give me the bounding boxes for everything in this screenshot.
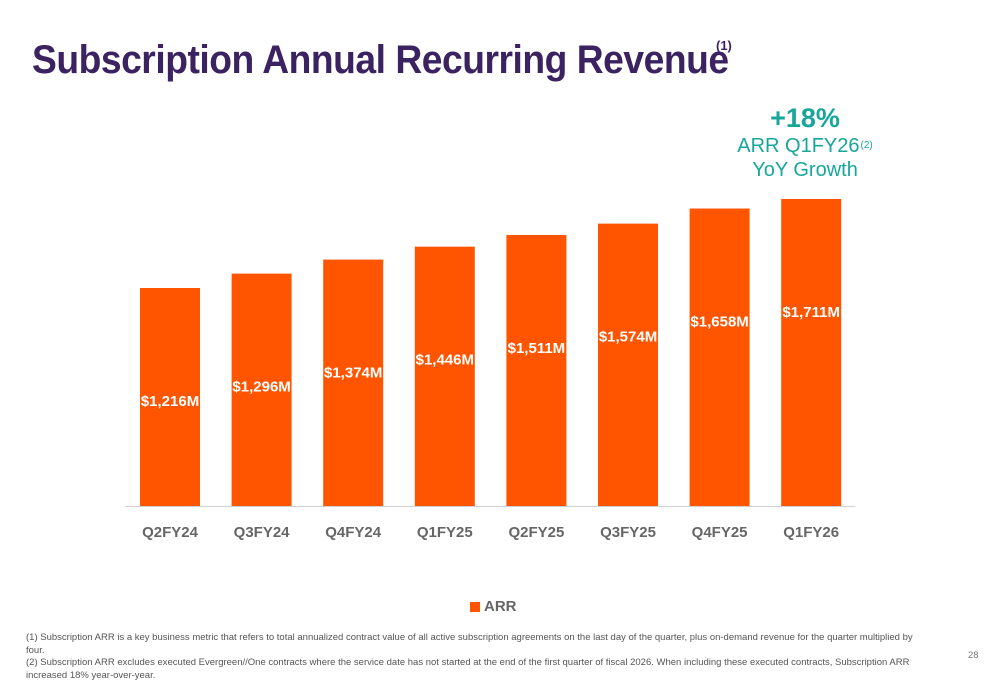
tick-label-q2fy24: Q2FY24 [142, 524, 199, 541]
data-label-q3fy24: $1,296M [232, 379, 290, 396]
tick-label-q4fy25: Q4FY25 [692, 524, 748, 541]
footnote-2: (2) Subscription ARR excludes executed E… [26, 657, 910, 681]
chart-legend: ARR [470, 598, 517, 615]
tick-label-q1fy26: Q1FY26 [783, 524, 839, 541]
page-number: 28 [968, 650, 979, 661]
growth-label-line1: ARR Q1FY26(2) [730, 134, 880, 158]
footnote-1: (1) Subscription ARR is a key business m… [26, 632, 913, 656]
data-label-q2fy25: $1,511M [508, 340, 566, 357]
legend-swatch [470, 601, 480, 612]
data-label-q1fy26: $1,711M [782, 304, 840, 321]
footnotes: (1) Subscription ARR is a key business m… [26, 632, 926, 682]
growth-footnote-marker: (2) [860, 140, 873, 151]
bar-q1fy25 [414, 246, 475, 506]
growth-label-line2: YoY Growth [752, 159, 858, 181]
bar-q3fy25 [598, 223, 658, 506]
growth-value: +18% [770, 103, 840, 133]
bar-q4fy25 [689, 208, 750, 506]
tick-label-q4fy24: Q4FY24 [325, 524, 382, 541]
bar-group: $1,216M $1,296M $1,374M $1,446M $1,511M $1,57… [140, 199, 842, 506]
legend-label: ARR [484, 598, 517, 615]
slide-title: Subscription Annual Recurring Revenue [32, 38, 729, 82]
bar-q4fy24 [323, 259, 384, 506]
data-label-q1fy25: $1,446M [416, 352, 474, 369]
tick-label-q2fy25: Q2FY25 [508, 524, 564, 541]
data-label-q4fy25: $1,658M [690, 314, 748, 331]
data-label-q2fy24: $1,216M [141, 393, 199, 410]
data-label-q4fy24: $1,374M [324, 365, 382, 382]
arr-bar-chart: $1,216M $1,296M $1,374M $1,446M $1,511M $1,57… [125, 199, 855, 541]
tick-label-q3fy24: Q3FY24 [234, 524, 291, 541]
title-footnote-marker: (1) [716, 38, 732, 53]
data-label-q3fy25: $1,574M [599, 329, 657, 346]
tick-label-q3fy25: Q3FY25 [600, 524, 656, 541]
x-axis-ticks: Q2FY24 Q3FY24 Q4FY24 Q1FY25 Q2FY25 Q3FY25 Q4FY… [142, 524, 839, 541]
growth-label-text: ARR Q1FY26 [737, 135, 860, 157]
bar-q2fy25 [506, 234, 567, 506]
growth-callout: +18% ARR Q1FY26(2) YoY Growth [730, 102, 880, 182]
bar-q1fy26 [781, 199, 842, 506]
bar-q2fy24 [140, 288, 200, 506]
bar-q3fy24 [231, 273, 292, 506]
tick-label-q1fy25: Q1FY25 [417, 524, 473, 541]
